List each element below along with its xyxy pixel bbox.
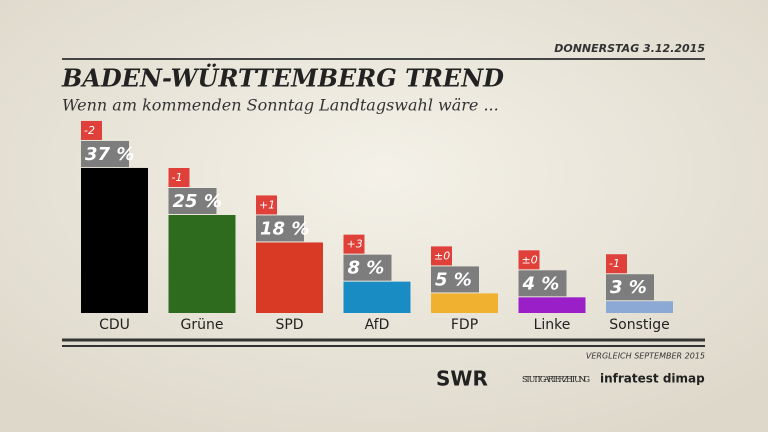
change-label: ±0 bbox=[522, 253, 538, 266]
change-label: -1 bbox=[609, 257, 620, 270]
value-label-box bbox=[81, 140, 129, 167]
change-box bbox=[431, 246, 452, 266]
change-box bbox=[343, 234, 365, 254]
value-label-box bbox=[606, 274, 654, 301]
value-label: 5 % bbox=[435, 269, 472, 290]
bar bbox=[81, 167, 148, 313]
change-label: -1 bbox=[172, 171, 183, 184]
change-box bbox=[81, 120, 102, 140]
x-tick-label: SPD bbox=[275, 317, 303, 333]
x-tick-label: Grüne bbox=[181, 317, 224, 333]
source-logo: infratest dimap bbox=[600, 372, 705, 386]
value-label: 25 % bbox=[173, 191, 222, 212]
value-label-box bbox=[518, 270, 567, 297]
chart-title: BADEN-WÜRTTEMBERG TREND bbox=[61, 64, 504, 93]
value-label: 8 % bbox=[348, 258, 385, 279]
bar bbox=[606, 301, 673, 313]
bar bbox=[168, 215, 236, 313]
change-box bbox=[518, 250, 540, 270]
value-label-box bbox=[343, 254, 392, 281]
value-label-box bbox=[256, 215, 304, 242]
value-label: 4 % bbox=[522, 273, 560, 294]
source-logo: SWR bbox=[436, 367, 488, 391]
note: VERGLEICH SEPTEMBER 2015 bbox=[586, 352, 705, 361]
x-tick-label: FDP bbox=[451, 317, 478, 333]
change-box bbox=[168, 168, 190, 187]
value-label: 3 % bbox=[610, 277, 647, 298]
change-label: +1 bbox=[259, 198, 275, 211]
bar bbox=[431, 293, 498, 313]
date: DONNERSTAG 3.12.2015 bbox=[554, 42, 705, 55]
bar bbox=[343, 281, 411, 313]
source-logo: STUTTGARTER ZEITUNG bbox=[522, 375, 590, 384]
value-label: 37 % bbox=[85, 144, 134, 165]
value-label: 18 % bbox=[260, 218, 309, 239]
bar bbox=[518, 297, 586, 313]
value-label-box bbox=[431, 266, 479, 293]
change-box bbox=[256, 195, 277, 215]
bar bbox=[256, 242, 323, 313]
change-label: +3 bbox=[347, 238, 363, 251]
x-tick-label: Sonstige bbox=[609, 317, 670, 333]
change-label: -2 bbox=[84, 124, 95, 137]
x-tick-label: CDU bbox=[99, 317, 130, 333]
x-tick-label: AfD bbox=[365, 317, 390, 333]
subtitle: Wenn am kommenden Sonntag Landtagswahl w… bbox=[62, 96, 499, 115]
change-label: ±0 bbox=[434, 249, 450, 262]
change-box bbox=[606, 254, 627, 274]
value-label-box bbox=[168, 188, 217, 214]
x-tick-label: Linke bbox=[534, 317, 571, 333]
